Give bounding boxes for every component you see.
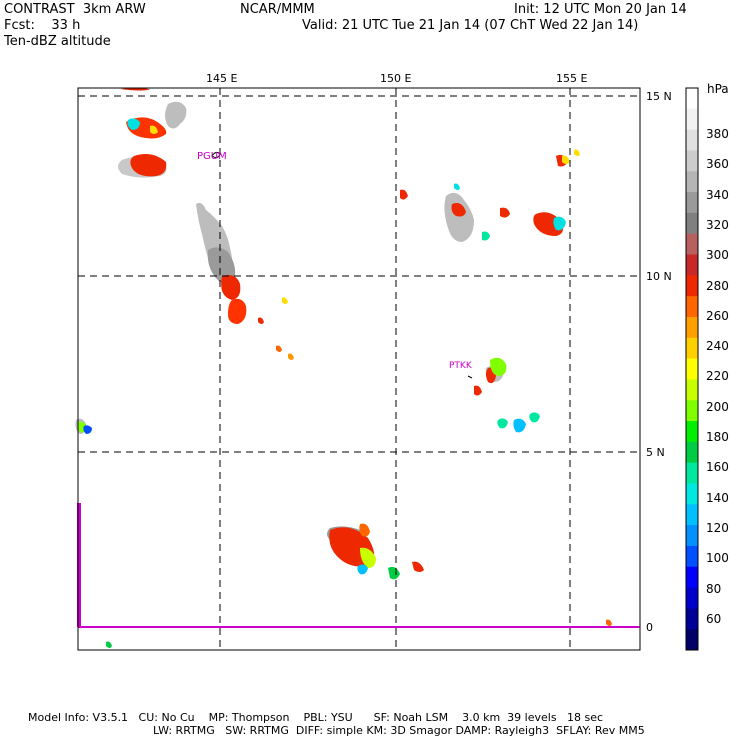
colorbar-level-label: 300 bbox=[706, 248, 729, 263]
yellow-green-echoes bbox=[78, 125, 580, 580]
colorbar-level-label: 240 bbox=[706, 339, 729, 354]
colorbar-level-label: 200 bbox=[706, 399, 729, 414]
colorbar-level-label: 120 bbox=[706, 520, 729, 535]
model-info-line2: LW: RRTMG SW: RRTMG DIFF: simple KM: 3D … bbox=[153, 724, 645, 737]
colorbar-swatch bbox=[686, 296, 698, 318]
forecast-hour: Fcst: 33 h bbox=[4, 18, 81, 33]
colorbar-swatch bbox=[686, 88, 698, 110]
colorbar-swatch bbox=[686, 171, 698, 193]
colorbar-swatch bbox=[686, 608, 698, 630]
lat-label-10n: 10 N bbox=[646, 270, 672, 283]
colorbar-level-label: 180 bbox=[706, 430, 729, 444]
cyan-blue-echoes bbox=[83, 118, 566, 648]
lat-label-0: 0 bbox=[646, 621, 653, 634]
lat-label-5n: 5 N bbox=[646, 446, 665, 459]
echo-layer bbox=[75, 88, 612, 648]
colorbar-level-label: 360 bbox=[706, 157, 729, 172]
station-ptkk: PTKK bbox=[449, 361, 472, 371]
colorbar-level-label: 60 bbox=[706, 611, 722, 626]
colorbar-swatch bbox=[686, 254, 698, 276]
colorbar-swatch bbox=[686, 316, 698, 339]
model-title: CONTRAST 3km ARW bbox=[4, 2, 146, 17]
lon-label-150: 150 E bbox=[380, 72, 412, 85]
colorbar-level-label: 260 bbox=[706, 308, 729, 323]
station-markers bbox=[211, 151, 473, 379]
colorbar-swatch bbox=[686, 462, 698, 484]
colorbar-level-label: 320 bbox=[706, 217, 729, 232]
lon-label-155: 155 E bbox=[556, 72, 588, 85]
colorbar-level-label: 80 bbox=[706, 581, 722, 596]
colorbar-swatch bbox=[686, 629, 698, 651]
station-pgum: PGUM bbox=[197, 151, 227, 162]
colorbar-level-label: 340 bbox=[706, 187, 729, 202]
colorbar-swatch bbox=[686, 525, 698, 547]
colorbar-swatch bbox=[686, 212, 698, 235]
colorbar-swatch bbox=[686, 587, 698, 609]
colorbar-level-label: 100 bbox=[706, 551, 729, 566]
init-time: Init: 12 UTC Mon 20 Jan 14 bbox=[514, 2, 687, 17]
colorbar bbox=[685, 87, 699, 651]
colorbar-swatch bbox=[686, 504, 698, 526]
gridlines bbox=[78, 88, 640, 650]
red-echoes bbox=[120, 88, 612, 626]
colorbar-swatch bbox=[686, 129, 698, 151]
colorbar-swatch bbox=[686, 379, 698, 401]
colorbar-swatch bbox=[686, 192, 698, 214]
colorbar-level-label: 140 bbox=[706, 490, 729, 505]
lat-label-15n: 15 N bbox=[646, 90, 672, 103]
colorbar-frame bbox=[685, 87, 699, 651]
colorbar-swatch bbox=[686, 441, 698, 464]
colorbar-swatch bbox=[686, 233, 698, 256]
colorbar-swatch bbox=[686, 337, 698, 360]
center-name: NCAR/MMM bbox=[240, 2, 315, 17]
colorbar-unit: hPa bbox=[707, 82, 729, 96]
colorbar-swatch bbox=[686, 400, 698, 422]
colorbar-swatch bbox=[686, 150, 698, 172]
colorbar-swatch bbox=[686, 358, 698, 380]
field-name: Ten-dBZ altitude bbox=[4, 34, 111, 49]
colorbar-swatch bbox=[686, 108, 698, 131]
colorbar-swatch bbox=[686, 275, 698, 297]
model-info-line1: Model Info: V3.5.1 CU: No Cu MP: Thompso… bbox=[28, 711, 604, 724]
valid-time: Valid: 21 UTC Tue 21 Jan 14 (07 ChT Wed … bbox=[302, 18, 639, 33]
colorbar-swatch bbox=[686, 483, 698, 505]
colorbar-swatch bbox=[686, 421, 698, 443]
colorbar-swatch bbox=[686, 545, 698, 568]
colorbar-swatch bbox=[686, 566, 698, 589]
colorbar-level-label: 160 bbox=[706, 460, 729, 475]
colorbar-level-label: 380 bbox=[706, 127, 729, 141]
plot-frame bbox=[77, 87, 641, 651]
lon-label-145: 145 E bbox=[206, 72, 238, 85]
colorbar-level-label: 280 bbox=[706, 278, 729, 293]
colorbar-level-label: 220 bbox=[706, 369, 729, 384]
